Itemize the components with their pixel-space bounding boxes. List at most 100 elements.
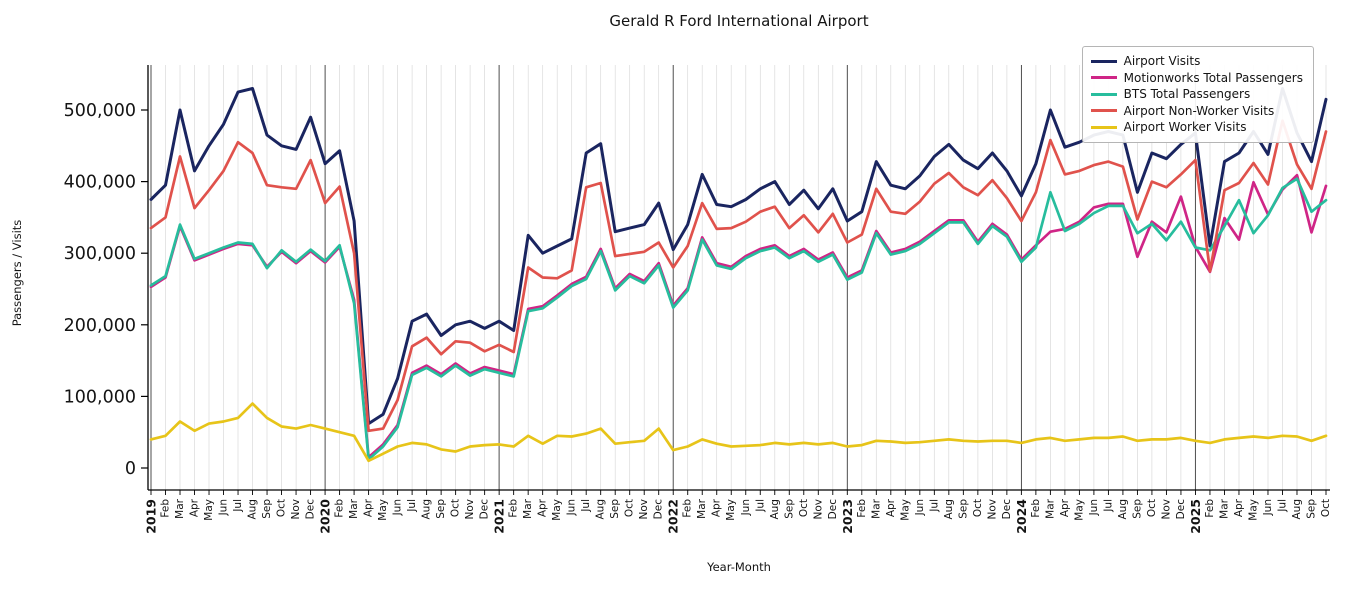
svg-text:Oct: Oct xyxy=(972,499,984,517)
svg-text:Nov: Nov xyxy=(638,499,650,520)
svg-text:Aug: Aug xyxy=(943,499,955,520)
svg-text:500,000: 500,000 xyxy=(64,101,136,121)
svg-text:Nov: Nov xyxy=(1160,499,1172,520)
chart-title: Gerald R Ford International Airport xyxy=(609,12,869,30)
svg-text:Jun: Jun xyxy=(1088,499,1100,516)
svg-text:Nov: Nov xyxy=(464,499,476,520)
svg-text:Mar: Mar xyxy=(174,498,186,518)
svg-text:Jul: Jul xyxy=(928,499,940,513)
svg-text:Oct: Oct xyxy=(1146,499,1158,517)
legend-item: Airport Non-Worker Visits xyxy=(1090,103,1303,120)
svg-text:May: May xyxy=(1073,499,1085,521)
svg-text:May: May xyxy=(377,499,389,521)
svg-text:May: May xyxy=(1247,499,1259,521)
svg-text:200,000: 200,000 xyxy=(64,316,136,336)
svg-text:Apr: Apr xyxy=(711,498,723,517)
svg-text:0: 0 xyxy=(125,459,136,479)
legend-label: Airport Visits xyxy=(1123,54,1201,69)
svg-text:Feb: Feb xyxy=(1030,499,1042,518)
series-lines xyxy=(149,87,1328,463)
svg-text:Sep: Sep xyxy=(957,499,969,519)
svg-text:Jun: Jun xyxy=(392,499,404,516)
svg-text:Aug: Aug xyxy=(421,499,433,520)
svg-text:Aug: Aug xyxy=(1291,499,1303,520)
svg-text:2024: 2024 xyxy=(1014,499,1029,534)
svg-text:Oct: Oct xyxy=(1320,499,1332,517)
legend-item: BTS Total Passengers xyxy=(1090,86,1303,103)
legend-item: Motionworks Total Passengers xyxy=(1090,70,1303,87)
svg-text:Oct: Oct xyxy=(798,499,810,517)
svg-text:2020: 2020 xyxy=(318,499,333,534)
svg-text:Oct: Oct xyxy=(450,499,462,517)
legend-item: Airport Worker Visits xyxy=(1090,119,1303,136)
svg-text:Dec: Dec xyxy=(479,499,491,520)
legend-label: Airport Non-Worker Visits xyxy=(1123,103,1275,118)
legend-line-swatch-airport-visits xyxy=(1090,59,1117,63)
svg-text:Feb: Feb xyxy=(1204,499,1216,518)
series-line-airport-worker-visits xyxy=(149,402,1328,463)
svg-text:May: May xyxy=(203,499,215,521)
svg-text:Mar: Mar xyxy=(522,498,534,518)
svg-text:Mar: Mar xyxy=(348,498,360,518)
svg-text:Nov: Nov xyxy=(986,499,998,520)
svg-text:Feb: Feb xyxy=(856,499,868,518)
svg-text:300,000: 300,000 xyxy=(64,244,136,264)
svg-text:Jun: Jun xyxy=(914,499,926,516)
svg-text:Mar: Mar xyxy=(696,498,708,518)
svg-text:Aug: Aug xyxy=(247,499,259,520)
svg-text:2021: 2021 xyxy=(492,499,507,534)
svg-text:Dec: Dec xyxy=(653,499,665,520)
legend-line-swatch-airport-non-worker-visits xyxy=(1090,109,1117,113)
svg-text:Apr: Apr xyxy=(363,498,375,517)
svg-text:Apr: Apr xyxy=(1059,498,1071,517)
svg-text:Aug: Aug xyxy=(595,499,607,520)
svg-text:Feb: Feb xyxy=(334,499,346,518)
svg-text:Aug: Aug xyxy=(1117,499,1129,520)
svg-text:Mar: Mar xyxy=(870,498,882,518)
svg-text:Oct: Oct xyxy=(624,499,636,517)
series-line-bts-total-passengers xyxy=(149,177,1328,461)
legend-line-swatch-airport-worker-visits xyxy=(1090,125,1117,129)
svg-text:Jul: Jul xyxy=(1276,499,1288,513)
svg-text:Jul: Jul xyxy=(754,499,766,513)
svg-text:Feb: Feb xyxy=(160,499,172,518)
svg-text:Sep: Sep xyxy=(609,499,621,519)
svg-text:Sep: Sep xyxy=(261,499,273,519)
svg-text:2023: 2023 xyxy=(840,499,855,534)
svg-text:Jul: Jul xyxy=(406,499,418,513)
y-axis-ticks: 0 100,000 200,000 300,000 400,000 500,000 xyxy=(64,101,148,479)
svg-text:May: May xyxy=(725,499,737,521)
svg-text:Nov: Nov xyxy=(812,499,824,520)
svg-text:Jun: Jun xyxy=(218,499,230,516)
svg-text:Mar: Mar xyxy=(1218,498,1230,518)
svg-text:Jul: Jul xyxy=(580,499,592,513)
svg-text:400,000: 400,000 xyxy=(64,173,136,193)
svg-text:May: May xyxy=(899,499,911,521)
svg-text:Dec: Dec xyxy=(1175,499,1187,520)
svg-text:Feb: Feb xyxy=(508,499,520,518)
series-line-airport-non-worker-visits xyxy=(149,119,1328,433)
svg-text:Apr: Apr xyxy=(537,498,549,517)
svg-text:Apr: Apr xyxy=(189,498,201,517)
svg-text:Oct: Oct xyxy=(276,499,288,517)
svg-text:Aug: Aug xyxy=(769,499,781,520)
axes-spines xyxy=(147,65,1330,491)
svg-text:Jul: Jul xyxy=(1102,499,1114,513)
svg-text:Sep: Sep xyxy=(1305,499,1317,519)
svg-text:Sep: Sep xyxy=(1131,499,1143,519)
legend-label: Airport Worker Visits xyxy=(1123,120,1247,135)
svg-text:Mar: Mar xyxy=(1044,498,1056,518)
series-line-airport-visits xyxy=(149,87,1328,426)
svg-text:Apr: Apr xyxy=(885,498,897,517)
svg-text:Dec: Dec xyxy=(827,499,839,520)
svg-text:Jun: Jun xyxy=(566,499,578,516)
svg-text:Dec: Dec xyxy=(1001,499,1013,520)
svg-text:Jul: Jul xyxy=(232,499,244,513)
legend-item: Airport Visits xyxy=(1090,53,1303,70)
svg-text:Sep: Sep xyxy=(783,499,795,519)
series-line-motionworks-total-passengers xyxy=(149,173,1328,459)
legend-line-swatch-motionworks-total-passengers xyxy=(1090,76,1117,80)
legend: Airport Visits Motionworks Total Passeng… xyxy=(1081,46,1314,143)
svg-text:Jun: Jun xyxy=(740,499,752,516)
